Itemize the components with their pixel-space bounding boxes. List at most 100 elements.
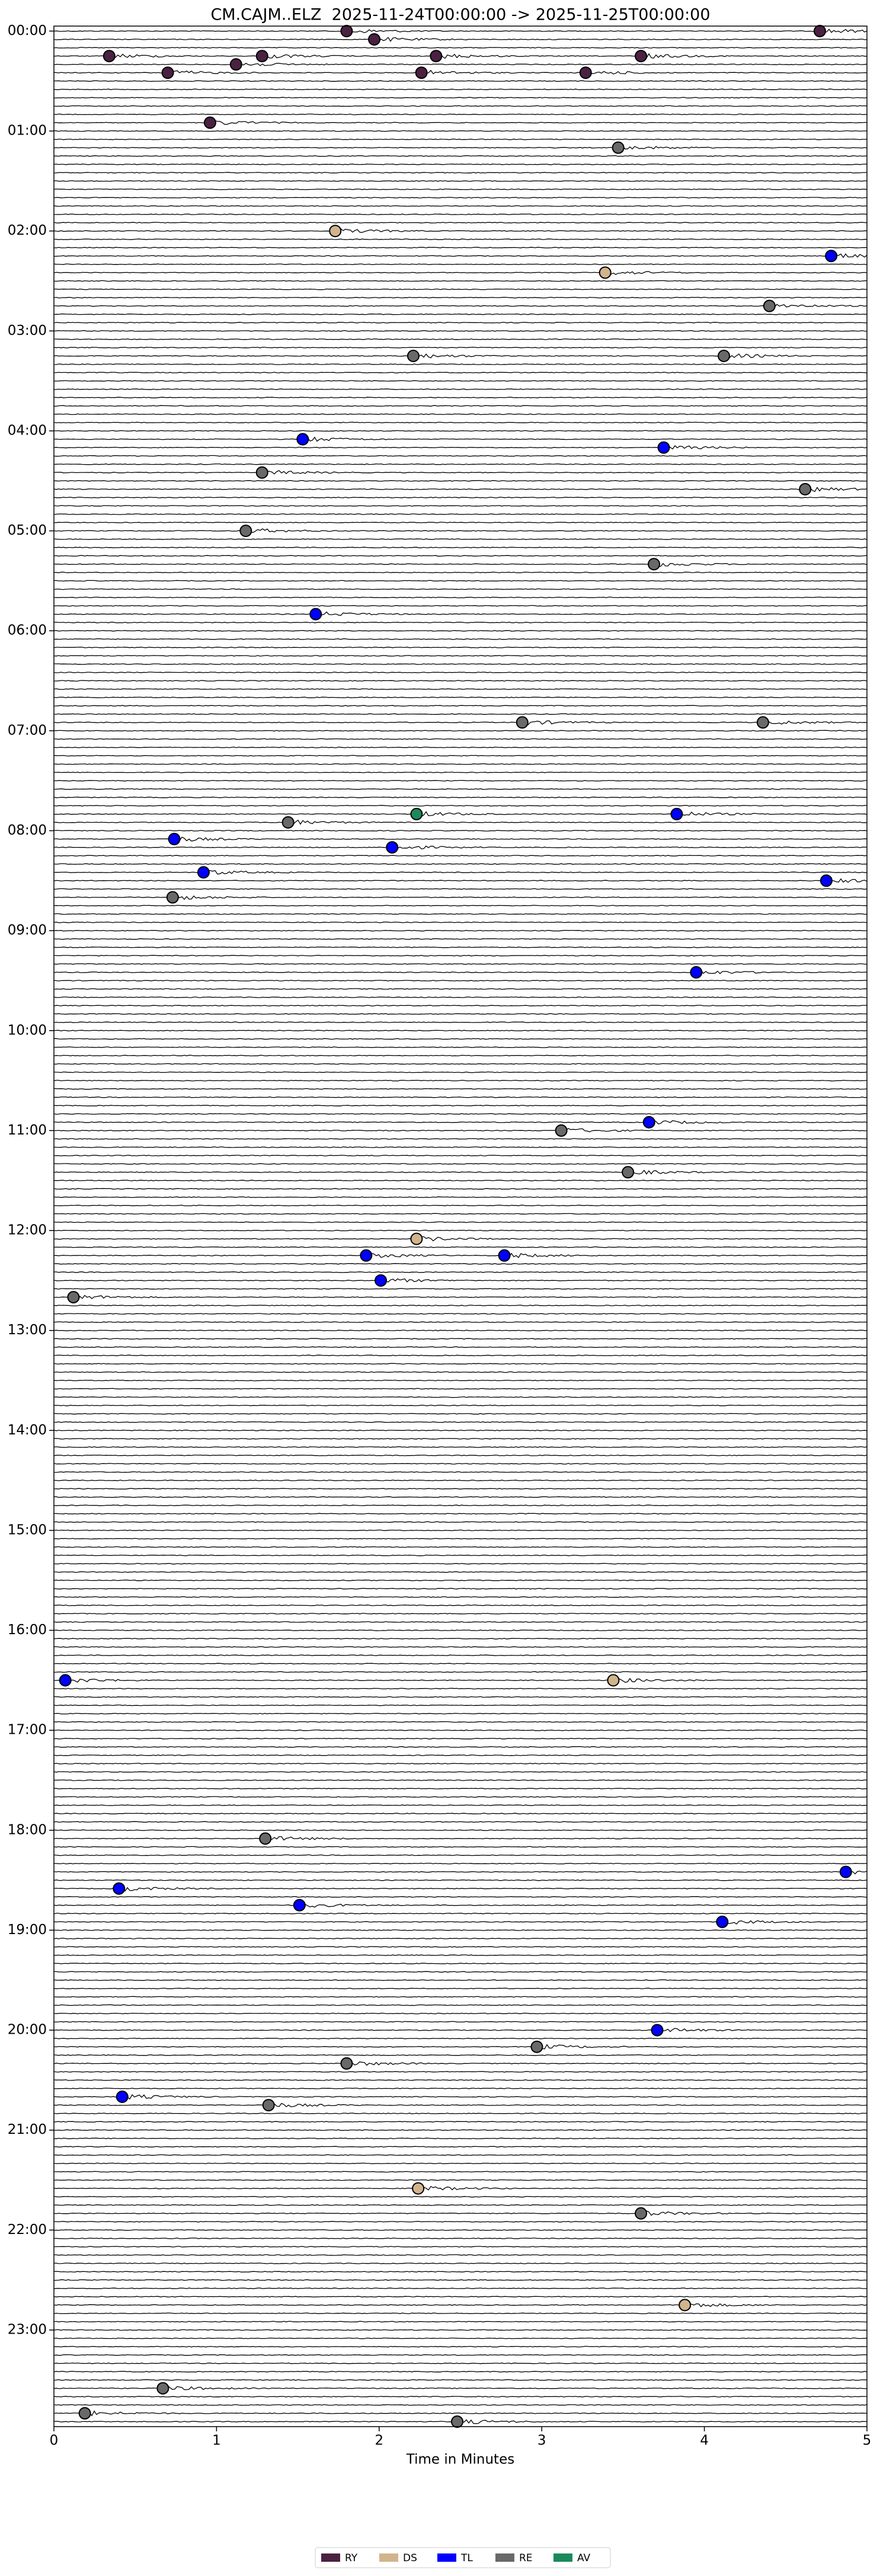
trace bbox=[53, 1987, 868, 1990]
x-tick-label: 1 bbox=[212, 2433, 221, 2449]
trace bbox=[53, 1430, 868, 1431]
event-marker bbox=[612, 141, 625, 154]
y-tick-label: 15:00 bbox=[8, 1522, 47, 1538]
trace bbox=[53, 1104, 868, 1107]
x-tick-label: 4 bbox=[700, 2433, 709, 2449]
trace bbox=[53, 2121, 868, 2123]
trace bbox=[53, 718, 868, 726]
y-tick-label: 06:00 bbox=[8, 623, 47, 638]
trace bbox=[53, 1763, 867, 1765]
trace bbox=[53, 347, 868, 349]
trace bbox=[53, 1938, 868, 1939]
trace bbox=[53, 1996, 868, 1998]
event-marker bbox=[670, 807, 683, 820]
trace bbox=[53, 845, 868, 849]
event-marker bbox=[839, 1865, 852, 1878]
trace bbox=[53, 580, 868, 582]
trace bbox=[54, 430, 867, 432]
y-tick-label: 00:00 bbox=[8, 23, 47, 39]
trace bbox=[53, 322, 868, 324]
event-marker bbox=[296, 433, 309, 446]
event-marker bbox=[281, 816, 295, 829]
event-marker bbox=[259, 1832, 272, 1845]
trace bbox=[53, 1813, 868, 1814]
trace bbox=[53, 1836, 868, 1842]
x-tick-label: 3 bbox=[537, 2433, 546, 2449]
event-marker bbox=[648, 558, 661, 571]
trace bbox=[54, 130, 868, 132]
legend-swatch bbox=[379, 2553, 398, 2562]
trace bbox=[54, 1180, 868, 1181]
trace bbox=[53, 1313, 868, 1315]
trace bbox=[54, 213, 868, 215]
trace bbox=[53, 1887, 868, 1892]
trace bbox=[53, 188, 868, 190]
trace bbox=[53, 2296, 868, 2298]
event-marker bbox=[78, 2407, 91, 2420]
trace bbox=[53, 2321, 868, 2323]
trace bbox=[54, 1971, 868, 1973]
trace bbox=[53, 1677, 868, 1683]
event-marker bbox=[825, 250, 838, 263]
trace bbox=[53, 797, 867, 798]
event-marker bbox=[168, 833, 181, 846]
event-marker bbox=[607, 1674, 620, 1687]
trace bbox=[53, 788, 868, 790]
trace bbox=[53, 905, 868, 907]
legend-label: RE bbox=[519, 2552, 533, 2564]
trace bbox=[53, 1488, 868, 1490]
trace bbox=[53, 436, 868, 442]
event-marker bbox=[635, 2207, 648, 2220]
trace bbox=[53, 470, 868, 476]
trace bbox=[53, 2179, 868, 2181]
event-marker bbox=[622, 1166, 635, 1179]
event-marker bbox=[166, 891, 179, 904]
trace bbox=[53, 763, 868, 765]
trace bbox=[53, 247, 868, 249]
trace bbox=[53, 2246, 868, 2248]
event-marker bbox=[799, 482, 812, 496]
trace bbox=[53, 528, 868, 533]
trace bbox=[53, 253, 868, 259]
trace bbox=[53, 1687, 868, 1690]
plot-frame bbox=[53, 25, 868, 2427]
trace bbox=[53, 270, 868, 276]
y-tick-label: 13:00 bbox=[8, 1322, 47, 1338]
event-marker bbox=[67, 1290, 80, 1303]
axes: 00:00 01:00 02:00 03:00 04:00 05:00 06:00 07:00… bbox=[8, 23, 872, 2449]
trace bbox=[53, 1663, 868, 1665]
trace bbox=[53, 2012, 868, 2015]
event-marker bbox=[407, 349, 420, 362]
event-marker bbox=[718, 349, 731, 362]
trace bbox=[53, 2112, 868, 2114]
trace bbox=[53, 2362, 868, 2364]
trace bbox=[53, 2044, 868, 2050]
trace bbox=[53, 1538, 868, 1540]
trace bbox=[53, 197, 867, 199]
trace bbox=[53, 1329, 867, 1331]
trace bbox=[53, 672, 867, 673]
trace bbox=[53, 1354, 868, 1357]
y-tick-label: 10:00 bbox=[8, 1022, 47, 1038]
trace bbox=[53, 1929, 868, 1931]
trace bbox=[53, 2185, 868, 2192]
event-marker bbox=[410, 1232, 423, 1245]
trace bbox=[53, 164, 868, 165]
event-marker bbox=[451, 2415, 464, 2428]
trace bbox=[53, 1504, 868, 1507]
trace bbox=[53, 2171, 868, 2173]
y-tick-label: 11:00 bbox=[8, 1123, 47, 1138]
trace bbox=[53, 1277, 868, 1283]
trace bbox=[53, 855, 868, 856]
trace bbox=[54, 288, 867, 290]
y-tick-label: 09:00 bbox=[8, 923, 47, 938]
trace bbox=[53, 445, 868, 450]
trace bbox=[54, 338, 868, 340]
trace bbox=[53, 1913, 868, 1915]
trace bbox=[53, 555, 868, 557]
trace bbox=[53, 611, 868, 616]
trace bbox=[53, 1188, 868, 1190]
trace bbox=[53, 1871, 868, 1875]
event-marker bbox=[657, 441, 670, 454]
